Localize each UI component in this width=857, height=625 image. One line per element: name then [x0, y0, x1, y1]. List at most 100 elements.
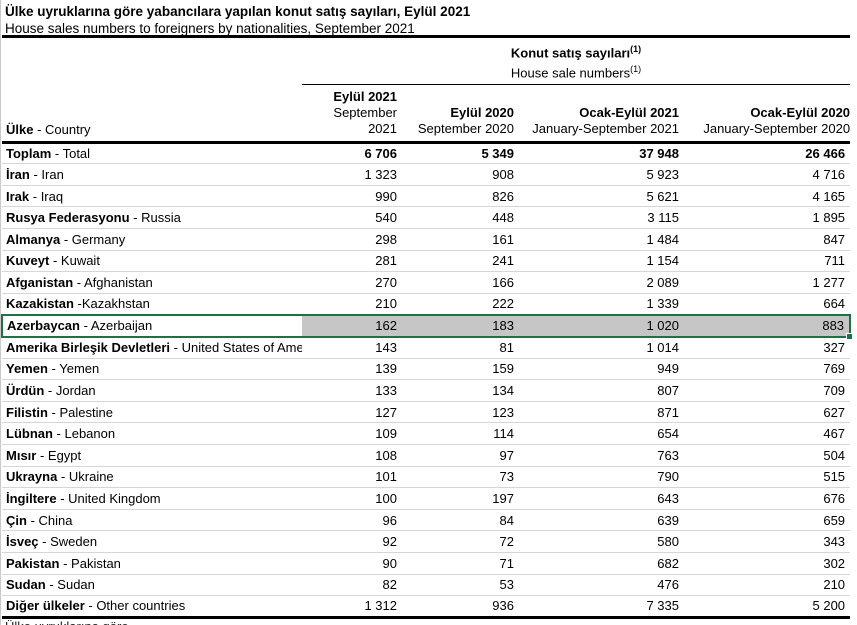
value-cell[interactable]: 114 [397, 422, 514, 445]
value-cell[interactable]: 37 948 [514, 142, 679, 165]
value-cell[interactable]: 448 [397, 206, 514, 230]
value-cell[interactable]: 71 [397, 552, 514, 575]
value-cell[interactable]: 580 [514, 530, 679, 553]
value-cell[interactable]: 81 [397, 336, 514, 359]
value-cell[interactable]: 676 [679, 487, 851, 510]
value-cell[interactable]: 270 [302, 271, 397, 294]
country-cell[interactable]: Afganistan - Afghanistan [2, 271, 302, 294]
value-cell[interactable]: 790 [514, 466, 679, 489]
selection-fill-handle[interactable] [846, 332, 854, 340]
value-cell[interactable]: 97 [397, 444, 514, 467]
value-cell[interactable]: 159 [397, 358, 514, 381]
value-cell[interactable]: 127 [302, 401, 397, 424]
value-cell[interactable]: 643 [514, 487, 679, 510]
value-cell[interactable]: 166 [397, 271, 514, 294]
value-cell[interactable]: 143 [302, 336, 397, 359]
country-cell[interactable]: Mısır - Egypt [2, 444, 302, 467]
value-cell[interactable]: 1 277 [679, 271, 851, 294]
country-cell[interactable]: Kazakistan -Kazakhstan [2, 293, 302, 316]
value-cell[interactable]: 627 [679, 401, 851, 424]
country-cell[interactable]: Pakistan - Pakistan [2, 552, 302, 575]
country-cell[interactable]: Ukrayna - Ukraine [2, 466, 302, 489]
value-cell[interactable]: 654 [514, 422, 679, 445]
value-cell[interactable]: 1 154 [514, 250, 679, 273]
value-cell[interactable]: 847 [679, 228, 851, 251]
value-cell[interactable]: 711 [679, 250, 851, 273]
value-cell[interactable]: 82 [302, 574, 397, 597]
value-cell[interactable]: 763 [514, 444, 679, 467]
value-cell[interactable]: 96 [302, 509, 397, 532]
value-cell[interactable]: 639 [514, 509, 679, 532]
value-cell[interactable]: 5 621 [514, 185, 679, 208]
country-cell[interactable]: Toplam - Total [2, 142, 302, 165]
value-cell[interactable]: 540 [302, 206, 397, 230]
value-cell[interactable]: 1 020 [514, 313, 679, 338]
value-cell[interactable]: 134 [397, 379, 514, 402]
value-cell[interactable]: 476 [514, 574, 679, 597]
value-cell[interactable]: 871 [514, 401, 679, 424]
value-cell[interactable]: 709 [679, 379, 851, 402]
value-cell[interactable]: 769 [679, 358, 851, 381]
value-cell[interactable]: 109 [302, 422, 397, 445]
value-cell[interactable]: 949 [514, 358, 679, 381]
value-cell[interactable]: 26 466 [679, 142, 851, 165]
value-cell[interactable]: 298 [302, 228, 397, 251]
value-cell[interactable]: 664 [679, 293, 851, 316]
value-cell[interactable]: 327 [679, 336, 851, 359]
value-cell[interactable]: 241 [397, 250, 514, 273]
value-cell[interactable]: 281 [302, 250, 397, 273]
country-cell[interactable]: Sudan - Sudan [2, 574, 302, 597]
value-cell[interactable]: 807 [514, 379, 679, 402]
value-cell[interactable]: 90 [302, 552, 397, 575]
value-cell[interactable]: 1 014 [514, 336, 679, 359]
value-cell[interactable]: 84 [397, 509, 514, 532]
value-cell[interactable]: 1 484 [514, 228, 679, 251]
value-cell[interactable]: 108 [302, 444, 397, 467]
value-cell[interactable]: 467 [679, 422, 851, 445]
country-cell[interactable]: Rusya Federasyonu - Russia [2, 206, 302, 230]
country-cell[interactable]: İran - Iran [2, 163, 302, 186]
value-cell[interactable]: 5 923 [514, 163, 679, 186]
country-cell[interactable]: İsveç - Sweden [2, 530, 302, 553]
value-cell[interactable]: 5 349 [397, 142, 514, 165]
value-cell[interactable]: 343 [679, 530, 851, 553]
value-cell[interactable]: 990 [302, 185, 397, 208]
value-cell[interactable]: 100 [302, 487, 397, 510]
value-cell[interactable]: 139 [302, 358, 397, 381]
country-cell[interactable]: Ürdün - Jordan [2, 379, 302, 402]
value-cell[interactable]: 183 [397, 313, 514, 338]
country-cell[interactable]: Amerika Birleşik Devletleri - United Sta… [2, 336, 302, 359]
value-cell[interactable]: 162 [302, 313, 397, 338]
country-cell[interactable]: İngiltere - United Kingdom [2, 487, 302, 510]
value-cell[interactable]: 92 [302, 530, 397, 553]
country-cell[interactable]: Filistin - Palestine [2, 401, 302, 424]
value-cell[interactable]: 210 [679, 574, 851, 597]
country-cell[interactable]: Çin - China [2, 509, 302, 532]
value-cell[interactable]: 1 339 [514, 293, 679, 316]
value-cell[interactable]: 222 [397, 293, 514, 316]
value-cell[interactable]: 123 [397, 401, 514, 424]
value-cell[interactable]: 883 [679, 313, 854, 340]
value-cell[interactable]: 72 [397, 530, 514, 553]
value-cell[interactable]: 53 [397, 574, 514, 597]
value-cell[interactable]: 826 [397, 185, 514, 208]
value-cell[interactable]: 6 706 [302, 142, 397, 165]
value-cell[interactable]: 2 089 [514, 271, 679, 294]
value-cell[interactable]: 1 323 [302, 163, 397, 186]
value-cell[interactable]: 4 716 [679, 163, 851, 186]
value-cell[interactable]: 210 [302, 293, 397, 316]
value-cell[interactable]: 302 [679, 552, 851, 575]
value-cell[interactable]: 101 [302, 466, 397, 489]
value-cell[interactable]: 682 [514, 552, 679, 575]
country-cell[interactable]: Azerbaycan - Azerbaijan [1, 313, 302, 338]
value-cell[interactable]: 1 895 [679, 206, 851, 230]
value-cell[interactable]: 659 [679, 509, 851, 532]
value-cell[interactable]: 197 [397, 487, 514, 510]
country-cell[interactable]: Kuveyt - Kuwait [2, 250, 302, 273]
value-cell[interactable]: 133 [302, 379, 397, 402]
country-cell[interactable]: Almanya - Germany [2, 228, 302, 251]
country-cell[interactable]: Lübnan - Lebanon [2, 422, 302, 445]
value-cell[interactable]: 3 115 [514, 206, 679, 230]
value-cell[interactable]: 4 165 [679, 185, 851, 208]
value-cell[interactable]: 504 [679, 444, 851, 467]
